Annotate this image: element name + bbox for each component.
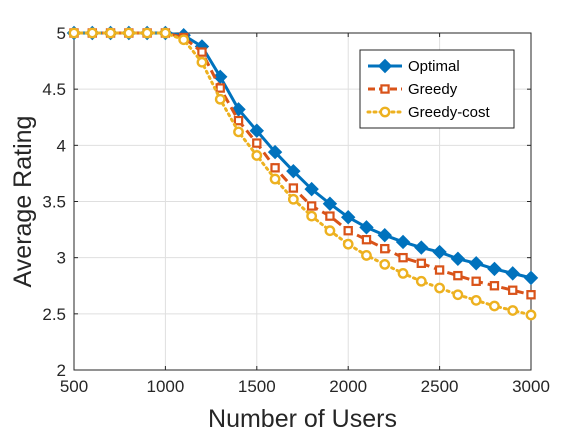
legend-label: Greedy xyxy=(408,81,458,98)
axis-ticks: 500 1000 1500 2000 2500 3000 2 2.5 3 3.5 4 4.5 5 xyxy=(42,24,550,396)
y-tick-label: 3 xyxy=(57,249,66,268)
data-point xyxy=(343,226,353,236)
series-layer xyxy=(66,25,539,321)
y-tick-label: 2 xyxy=(57,361,66,380)
legend-label: Optimal xyxy=(408,58,460,75)
y-tick-label: 4 xyxy=(57,136,66,155)
data-point xyxy=(526,290,536,300)
data-point xyxy=(141,27,153,39)
data-point xyxy=(213,69,228,85)
data-point xyxy=(361,250,372,261)
data-point xyxy=(233,126,244,138)
data-point xyxy=(269,173,281,185)
data-point xyxy=(507,305,519,316)
data-point xyxy=(340,210,356,225)
data-point xyxy=(523,270,539,286)
data-point xyxy=(304,181,319,197)
data-point xyxy=(380,243,390,254)
data-point xyxy=(252,138,262,148)
data-point xyxy=(398,252,408,263)
data-point xyxy=(178,34,190,46)
legend-label: Greedy-cost xyxy=(408,104,491,121)
data-point xyxy=(267,144,283,160)
y-tick-label: 3.5 xyxy=(42,193,66,212)
data-point xyxy=(249,123,265,138)
data-point xyxy=(377,227,392,243)
x-tick-label: 1000 xyxy=(146,377,184,396)
data-point xyxy=(159,27,171,39)
data-point xyxy=(288,183,299,193)
data-point xyxy=(450,251,466,266)
data-point xyxy=(86,27,98,39)
x-tick-label: 500 xyxy=(60,377,88,396)
data-point xyxy=(286,163,301,179)
data-point xyxy=(196,56,208,68)
series-greedy-cost xyxy=(68,27,537,321)
data-point xyxy=(415,275,427,287)
x-tick-label: 2500 xyxy=(421,377,459,396)
legend-marker xyxy=(379,106,391,118)
data-point xyxy=(287,193,299,205)
x-axis-label: Number of Users xyxy=(208,405,397,433)
data-point xyxy=(434,282,445,294)
data-point xyxy=(487,261,502,277)
data-point xyxy=(342,238,354,250)
x-tick-label: 3000 xyxy=(512,377,550,396)
data-point xyxy=(453,270,463,281)
data-point xyxy=(322,196,338,211)
data-point xyxy=(251,150,263,161)
data-point xyxy=(123,27,135,39)
x-tick-label: 2000 xyxy=(329,377,367,396)
data-point xyxy=(505,266,520,281)
data-point xyxy=(215,83,225,93)
data-point xyxy=(270,163,280,173)
data-point xyxy=(214,93,226,105)
data-point xyxy=(397,267,409,279)
data-point xyxy=(468,256,484,271)
legend-marker xyxy=(377,58,393,74)
y-tick-label: 4.5 xyxy=(42,80,66,99)
data-point xyxy=(306,201,317,211)
data-point xyxy=(434,265,445,275)
data-point xyxy=(324,225,336,237)
data-point xyxy=(68,27,80,39)
data-point xyxy=(325,211,335,221)
y-tick-label: 2.5 xyxy=(42,305,66,324)
data-point xyxy=(489,281,500,291)
data-point xyxy=(471,276,481,286)
data-point xyxy=(395,234,411,250)
data-point xyxy=(306,210,318,222)
legend-marker xyxy=(380,84,390,94)
data-point xyxy=(197,47,207,57)
data-point xyxy=(359,220,374,235)
data-point xyxy=(416,258,427,268)
data-point xyxy=(508,285,518,295)
y-tick-label: 5 xyxy=(57,24,66,43)
data-point xyxy=(105,27,116,39)
data-point xyxy=(470,294,482,306)
data-point xyxy=(379,259,391,270)
legend: Optimal Greedy Greedy-cost xyxy=(359,49,515,129)
data-point xyxy=(489,300,500,312)
x-tick-label: 1500 xyxy=(238,377,276,396)
data-point xyxy=(361,234,372,245)
data-point xyxy=(525,309,537,321)
data-point xyxy=(452,289,464,301)
y-axis-label: Average Rating xyxy=(9,116,37,288)
data-point xyxy=(414,240,429,255)
data-point xyxy=(432,244,447,260)
data-point xyxy=(233,115,244,126)
